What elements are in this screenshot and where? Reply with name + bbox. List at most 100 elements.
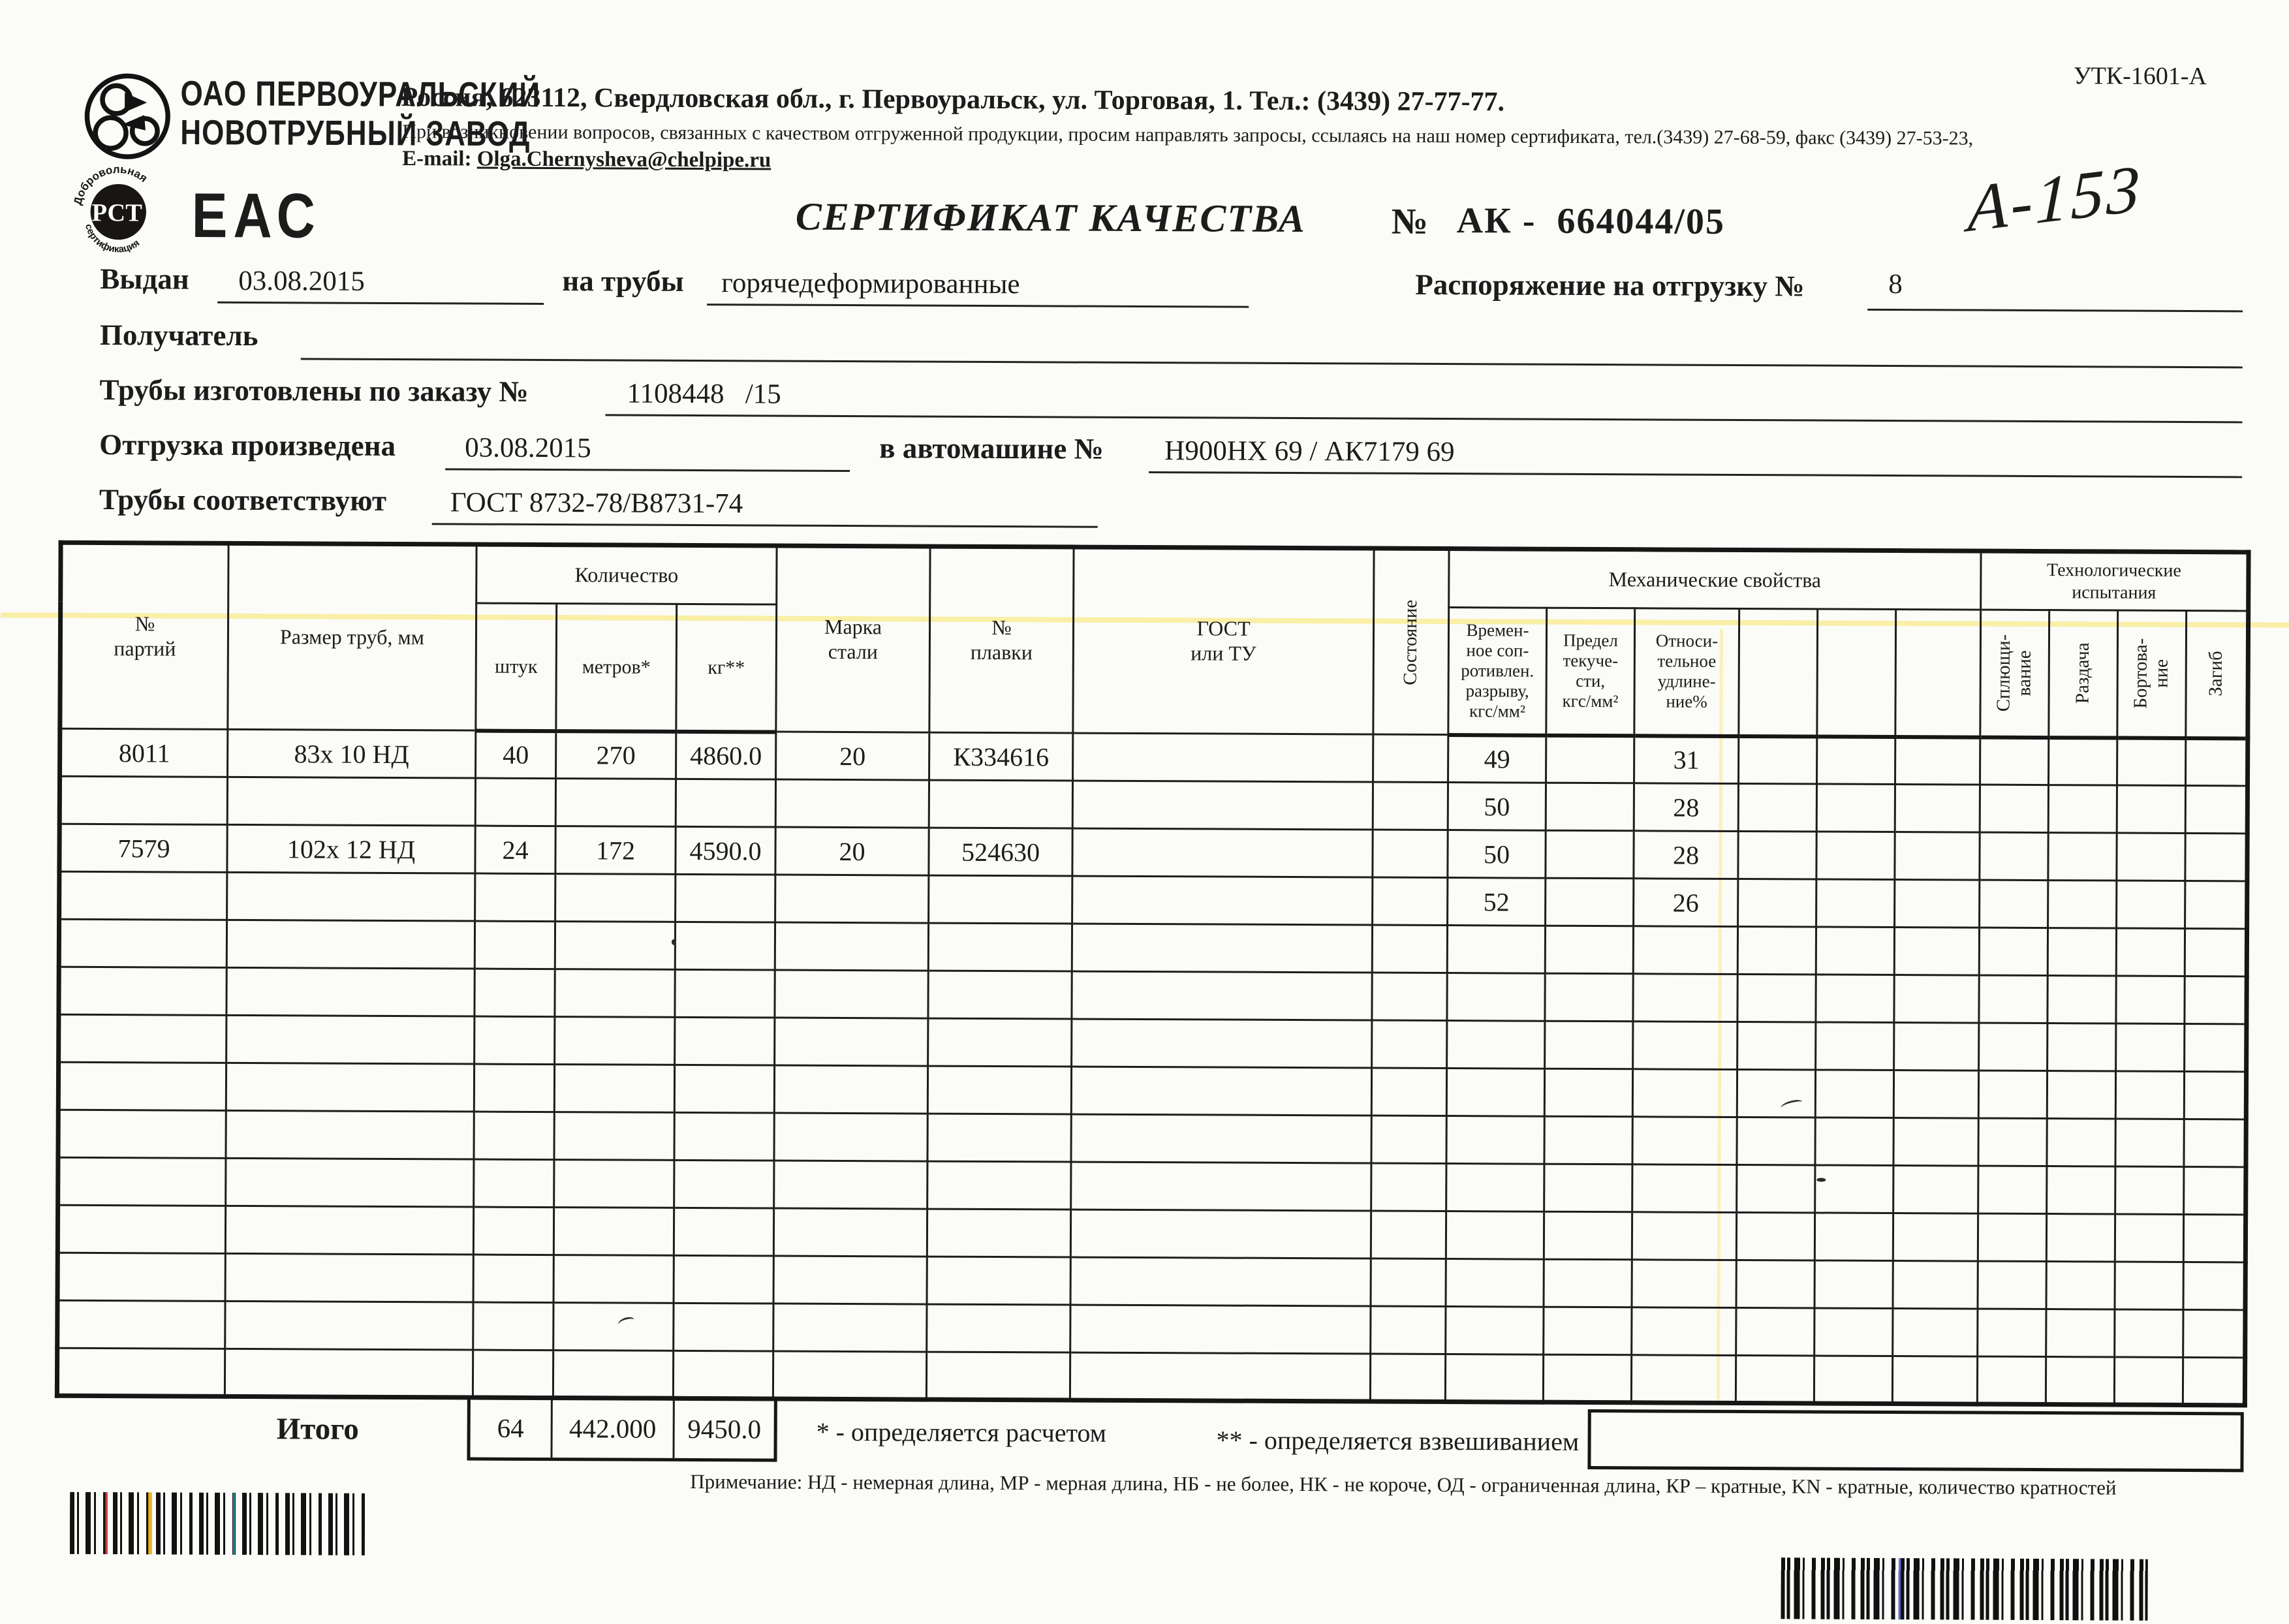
table-cell [554, 969, 676, 1018]
table-cell [1544, 1021, 1633, 1069]
totals-box: 64 442.000 9450.0 [467, 1395, 777, 1462]
table-cell [475, 873, 555, 922]
col-header-bend: Загиб [2185, 610, 2249, 738]
table-cell: 270 [555, 730, 676, 779]
table-cell [1737, 974, 1816, 1023]
table-cell [1893, 1070, 1979, 1119]
table-cell [1893, 1260, 1978, 1309]
table-cell [1736, 1164, 1815, 1213]
table-cell [553, 1350, 674, 1399]
table-cell [474, 1016, 555, 1065]
table-cell [2047, 1070, 2116, 1119]
scan-speck [671, 939, 676, 945]
table-cell [1371, 1211, 1446, 1259]
table-cell [1737, 1022, 1816, 1070]
table-cell [1978, 1023, 2048, 1071]
table-cell [1814, 1308, 1893, 1356]
table-cell [57, 1110, 226, 1159]
table-cell [2183, 1214, 2246, 1262]
table-cell [1446, 1211, 1544, 1260]
form-code: УТК-1601-А [2073, 62, 2207, 91]
col-header-blank-3 [1895, 609, 1981, 738]
table-cell [927, 1018, 1072, 1067]
table-cell [1632, 1259, 1737, 1308]
table-cell [225, 1301, 474, 1351]
table-cell: 31 [1634, 735, 1739, 784]
table-cell [2185, 928, 2247, 976]
table-cell [1632, 1164, 1737, 1213]
table-cell [2115, 1071, 2185, 1119]
table-cell [2048, 880, 2117, 929]
state-vertical-label: Состояние [1399, 599, 1422, 685]
table-cell [927, 1161, 1071, 1210]
table-cell [474, 969, 555, 1017]
table-cell [2185, 785, 2248, 834]
table-cell [555, 921, 676, 970]
table-cell [773, 1256, 927, 1305]
table-cell [2048, 737, 2117, 786]
standard-underline [431, 523, 1098, 528]
table-cell: 8011 [59, 728, 228, 777]
table-cell [1631, 1307, 1737, 1356]
table-cell: 524630 [928, 828, 1073, 877]
barcode-right [1781, 1557, 2148, 1621]
table-cell [926, 1352, 1070, 1401]
table-cell [929, 780, 1073, 829]
table-cell [1815, 975, 1895, 1023]
table-cell [1072, 876, 1373, 926]
table-cell [474, 1064, 555, 1112]
barcode-left [69, 1491, 366, 1555]
table-cell [1814, 1117, 1894, 1166]
table-cell [1371, 1020, 1447, 1069]
issued-label: Выдан [100, 262, 189, 296]
table-cell [2184, 976, 2247, 1024]
table-cell [57, 1300, 226, 1349]
table-cell [675, 874, 775, 923]
table-cell: 4590.0 [675, 826, 776, 875]
table-cell: 4860.0 [676, 731, 776, 780]
table-cell [1814, 1213, 1893, 1261]
table-cell [1893, 1165, 1978, 1214]
table-cell [57, 1157, 226, 1206]
table-cell [1545, 830, 1634, 879]
table-cell [57, 1205, 226, 1254]
table-cell [1072, 828, 1373, 878]
table-cell [1738, 783, 1817, 832]
table-cell [2115, 1214, 2184, 1262]
issued-date-value: 03.08.2015 [238, 265, 365, 297]
table-cell [226, 872, 475, 922]
table-cell [1977, 1309, 2047, 1357]
table-cell [553, 1112, 675, 1161]
table-cell [1816, 879, 1895, 928]
shipped-date-underline [445, 468, 850, 473]
expansion-vertical-label: Раздача [2072, 642, 2094, 704]
table-cell [928, 923, 1072, 972]
table-cell [1632, 1211, 1737, 1260]
truck-number-value: Н900НХ 69 / АК7179 69 [1164, 435, 1455, 468]
table-cell [1736, 1355, 1814, 1404]
email-line: E-mail: Olga.Chernysheva@chelpipe.ru [402, 147, 771, 172]
table-cell: 28 [1633, 830, 1739, 879]
table-cell [1815, 1070, 1894, 1118]
group-header-mechanical: Механические свойства [1448, 548, 1982, 610]
table-cell [2115, 976, 2185, 1024]
table-cell [226, 967, 475, 1017]
table-cell [1070, 1257, 1371, 1307]
table-cell [2184, 1071, 2247, 1119]
shipping-order-underline [1867, 308, 2243, 313]
table-cell [774, 970, 929, 1019]
table-cell [1979, 832, 2049, 881]
table-cell [1071, 1067, 1372, 1116]
issued-date-underline [217, 301, 544, 305]
rst-mark-letters: РСТ [91, 199, 142, 226]
table-cell [674, 1208, 774, 1257]
table-cell [773, 1208, 927, 1257]
table-cell [1373, 782, 1448, 830]
order-label: Трубы изготовлены по заказу № [99, 373, 529, 408]
table-cell [1543, 1354, 1632, 1403]
table-cell [2116, 928, 2185, 976]
table-cell [2046, 1309, 2115, 1358]
table-cell [2183, 1166, 2246, 1215]
table-cell [1978, 1070, 2048, 1119]
